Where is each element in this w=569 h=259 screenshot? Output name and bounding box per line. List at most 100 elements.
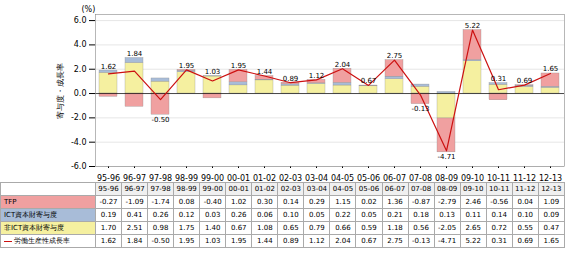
svg-text:-6.0: -6.0 [71,162,87,171]
svg-text:-4.71: -4.71 [437,153,455,161]
svg-text:07-08: 07-08 [409,174,432,182]
svg-text:0.67: 0.67 [361,77,377,85]
html-text:0.04: 0.04 [517,198,534,206]
html-text:0.05: 0.05 [361,211,377,219]
html-text:99-00: 99-00 [202,185,223,193]
svg-text:02-03: 02-03 [279,174,302,182]
html-text:0.19: 0.19 [100,211,117,219]
html-text:0.14: 0.14 [283,198,299,206]
html-text:0.18: 0.18 [413,211,429,219]
svg-text:2.04: 2.04 [335,61,351,69]
svg-text:97-98: 97-98 [149,174,172,182]
svg-text:1.65: 1.65 [543,65,559,73]
svg-text:10-11: 10-11 [487,174,510,182]
svg-text:-0.13: -0.13 [411,105,429,113]
html-text:0.10: 0.10 [517,211,534,219]
svg-text:95-96: 95-96 [97,174,120,182]
svg-text:00-01: 00-01 [227,174,250,182]
svg-text:0.0: 0.0 [74,89,87,98]
svg-text:04-05: 04-05 [331,174,354,182]
svg-text:09-10: 09-10 [461,174,484,182]
html-text:95-96: 95-96 [98,185,119,193]
svg-text:1.62: 1.62 [101,63,117,71]
svg-text:96-97: 96-97 [123,174,146,182]
html-text:-1.09: -1.09 [125,198,144,206]
html-text:0.41: 0.41 [126,211,143,219]
svg-text:2.75: 2.75 [387,52,403,60]
svg-text:06-07: 06-07 [383,174,406,182]
svg-text:1.84: 1.84 [127,50,143,58]
html-text:00-01: 00-01 [228,185,249,193]
html-text:05-06: 05-06 [358,185,380,193]
html-text:0.26: 0.26 [152,211,169,219]
html-text:0.22: 0.22 [335,211,351,219]
html-text:0.21: 0.21 [387,211,403,219]
html-text:-0.27: -0.27 [99,198,118,206]
html-text:0.02: 0.02 [361,198,377,206]
svg-text:6.0: 6.0 [74,16,87,25]
svg-text:08-09: 08-09 [435,174,458,182]
html-text:-1.74: -1.74 [151,198,170,206]
html-text:0.26: 0.26 [231,211,247,219]
html-text:04-05: 04-05 [332,185,354,193]
html-text:0.10: 0.10 [283,211,299,219]
html-text:-0.87: -0.87 [412,198,431,206]
svg-text:98-99: 98-99 [175,174,198,182]
html-text:1.36: 1.36 [387,198,403,206]
svg-text:0.89: 0.89 [283,75,299,83]
svg-text:寄与度・成長率: 寄与度・成長率 [56,63,65,119]
html-text:-0.40: -0.40 [203,198,222,206]
svg-text:0.31: 0.31 [491,75,507,83]
svg-text:5.22: 5.22 [465,22,481,30]
svg-text:01-02: 01-02 [253,174,276,182]
svg-text:1.95: 1.95 [179,62,195,70]
html-text:0.11: 0.11 [465,211,481,219]
html-text:01-02: 01-02 [254,185,275,193]
svg-text:03-04: 03-04 [305,174,328,182]
html-text:07-08: 07-08 [410,185,432,193]
html-text:-0.56: -0.56 [490,198,509,206]
html-text:02-03: 02-03 [280,185,301,193]
html-text:1.02: 1.02 [231,198,247,206]
svg-text:1.44: 1.44 [257,68,273,76]
svg-text:4.0: 4.0 [74,40,87,49]
html-text:0.06: 0.06 [257,211,273,219]
html-text:ICT資本財寄与度: ICT資本財寄与度 [4,211,58,219]
svg-text:(%): (%) [82,5,96,14]
svg-text:1.95: 1.95 [231,62,247,70]
html-text:12-13: 12-13 [541,185,562,193]
html-text:0.29: 0.29 [309,198,325,206]
html-text:0.14: 0.14 [491,211,507,219]
html-text:06-07: 06-07 [384,185,406,193]
html-text:1.15: 1.15 [335,198,351,206]
svg-text:1.03: 1.03 [205,68,221,76]
html-text:98-99: 98-99 [176,185,197,193]
html-text:0.08: 0.08 [178,198,195,206]
svg-text:-4.0: -4.0 [71,138,87,147]
html-text:1.09: 1.09 [543,198,560,206]
html-text:03-04: 03-04 [306,185,328,193]
html-text:0.30: 0.30 [257,198,273,206]
html-text:0.12: 0.12 [178,211,195,219]
html-text:2.46: 2.46 [465,198,481,206]
html-text:-2.79: -2.79 [438,198,457,206]
html-text:09-10: 09-10 [463,185,484,193]
html-text:TFP: TFP [4,198,17,206]
svg-text:2.0: 2.0 [74,65,87,74]
svg-text:99-00: 99-00 [201,174,224,182]
html-text:0.13: 0.13 [439,211,455,219]
svg-text:05-06: 05-06 [357,174,380,182]
html-text:10-11: 10-11 [489,185,510,193]
svg-text:-0.50: -0.50 [151,116,169,124]
html-text:96-97: 96-97 [124,185,145,193]
svg-text:11-12: 11-12 [513,174,536,182]
html-text:0.05: 0.05 [309,211,325,219]
html-text:08-09: 08-09 [437,185,458,193]
svg-text:-2.0: -2.0 [71,113,87,122]
html-text:97-98: 97-98 [150,185,171,193]
svg-text:0.69: 0.69 [517,77,533,85]
html-text:0.03: 0.03 [204,211,221,219]
svg-text:1.12: 1.12 [309,72,325,80]
html-text:11-12: 11-12 [515,185,536,193]
svg-text:12-13: 12-13 [539,174,562,182]
